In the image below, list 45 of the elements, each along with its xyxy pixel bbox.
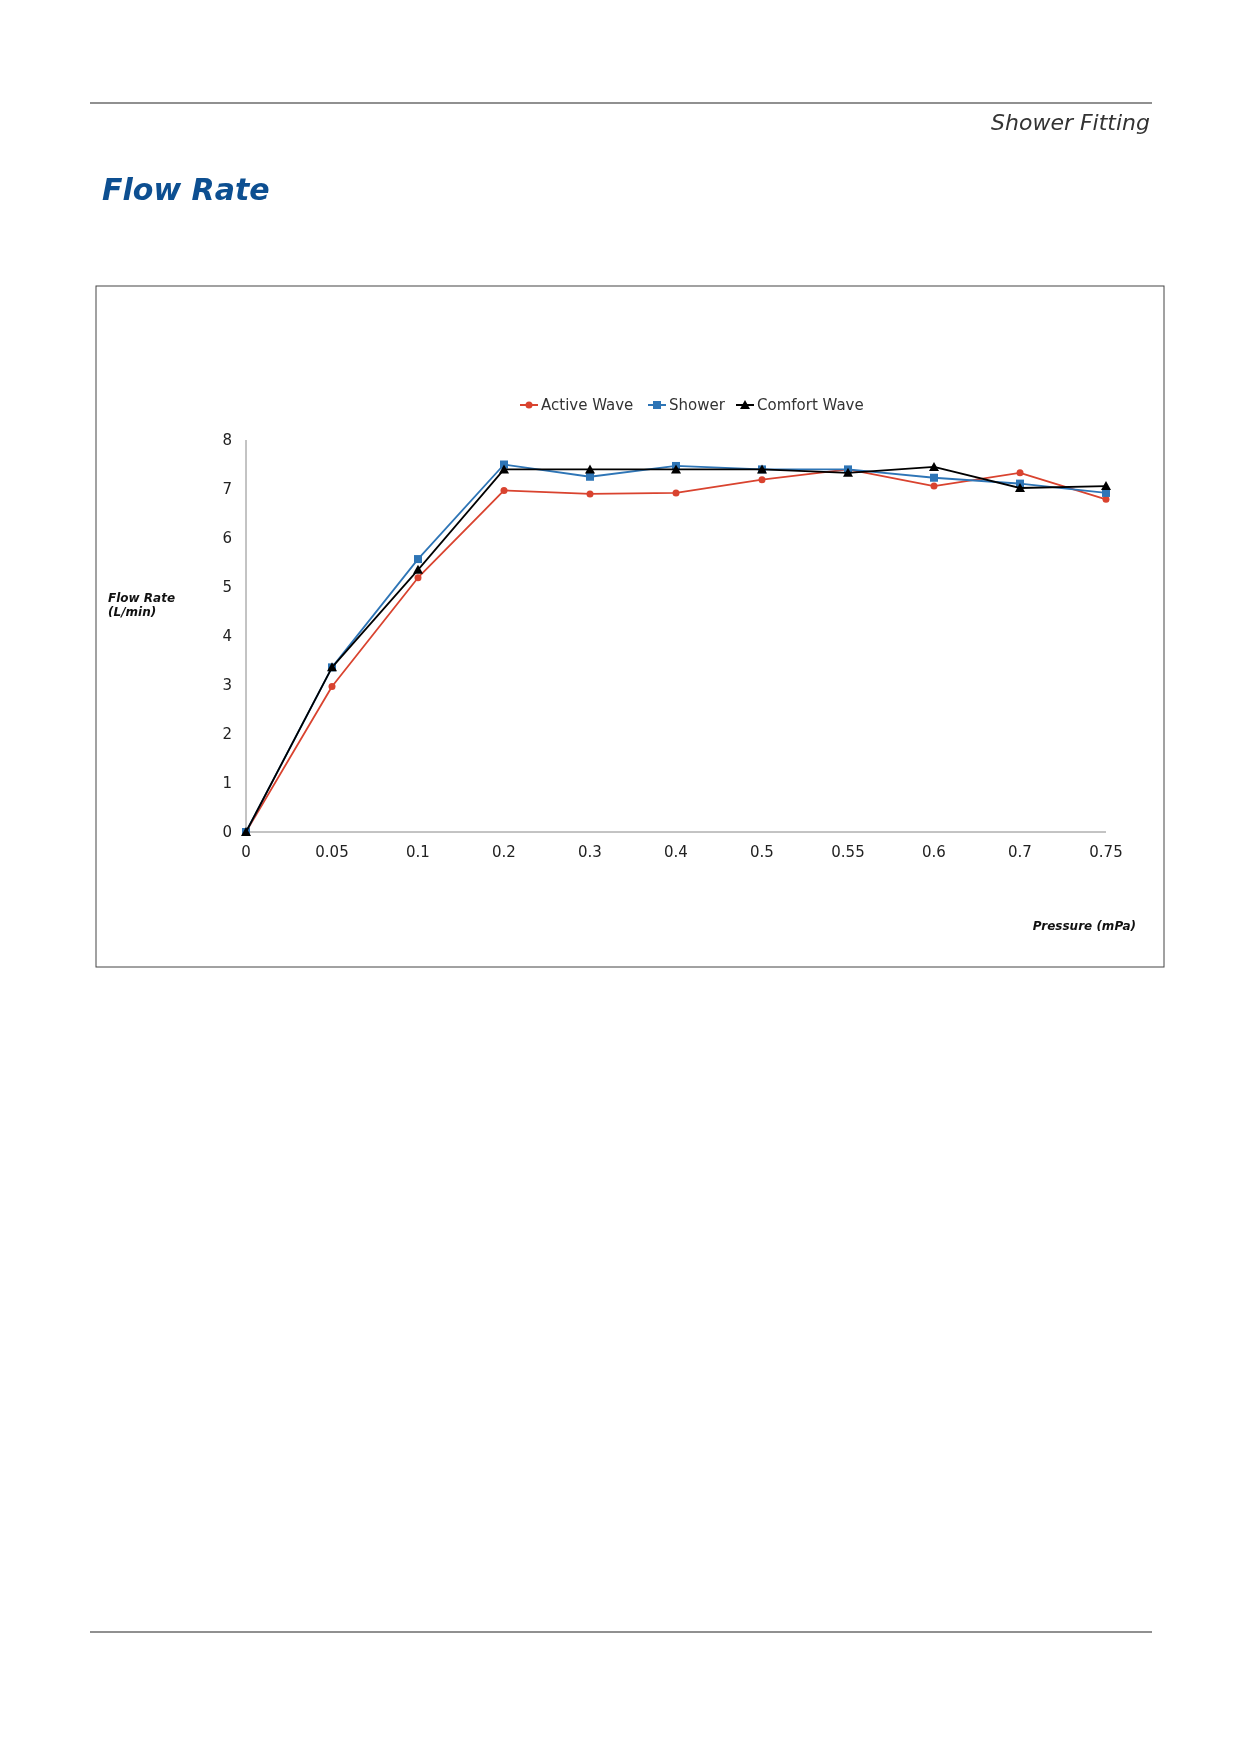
x-tick-label: 0.05	[315, 843, 349, 861]
point	[671, 464, 681, 474]
y-tick-label: 3	[222, 676, 232, 694]
y-tick-label: 5	[222, 578, 232, 596]
y-tick-label: 1	[222, 774, 232, 792]
point	[413, 564, 423, 574]
point	[328, 682, 336, 690]
point	[1101, 481, 1111, 491]
point	[930, 482, 938, 490]
legend-label: Shower	[669, 396, 726, 414]
point	[414, 574, 422, 582]
x-tick-label: 0.2	[492, 843, 516, 861]
y-tick-label: 0	[222, 823, 232, 841]
point	[586, 472, 594, 481]
y-tick-label: 2	[222, 725, 232, 743]
point	[758, 476, 766, 484]
x-tick-label: 0.75	[1089, 843, 1123, 861]
point	[500, 486, 508, 494]
chart-subtitle: Shower Fitting	[991, 110, 1151, 135]
y-tick-label: 6	[222, 529, 232, 547]
chart-title: Flow Rate	[102, 172, 270, 207]
x-tick-label: 0.7	[1008, 843, 1032, 861]
x-tick-label: 0.6	[922, 843, 946, 861]
point	[1016, 469, 1024, 477]
point	[499, 464, 509, 474]
x-tick-label: 0.55	[831, 843, 865, 861]
x-tick-label: 0.5	[750, 843, 774, 861]
legend-label: Active Wave	[541, 396, 634, 414]
point	[586, 490, 594, 498]
y-tick-label: 4	[222, 627, 232, 645]
y-tick-label: 7	[222, 480, 232, 498]
point	[672, 489, 680, 497]
point	[1015, 483, 1025, 493]
x-tick-label: 0.1	[406, 843, 430, 861]
x-tick-label: 0	[241, 843, 251, 861]
point	[585, 464, 595, 474]
x-tick-label: 0.4	[664, 843, 688, 861]
y-tick-label: 8	[222, 431, 232, 449]
point	[414, 555, 422, 564]
x-axis-title: Pressure (mPa)	[1032, 919, 1136, 933]
point	[929, 461, 939, 471]
y-axis-title: Flow Rate (L/min)	[108, 591, 176, 619]
x-tick-label: 0.3	[578, 843, 602, 861]
point	[930, 473, 938, 482]
legend-label: Comfort Wave	[757, 396, 864, 414]
